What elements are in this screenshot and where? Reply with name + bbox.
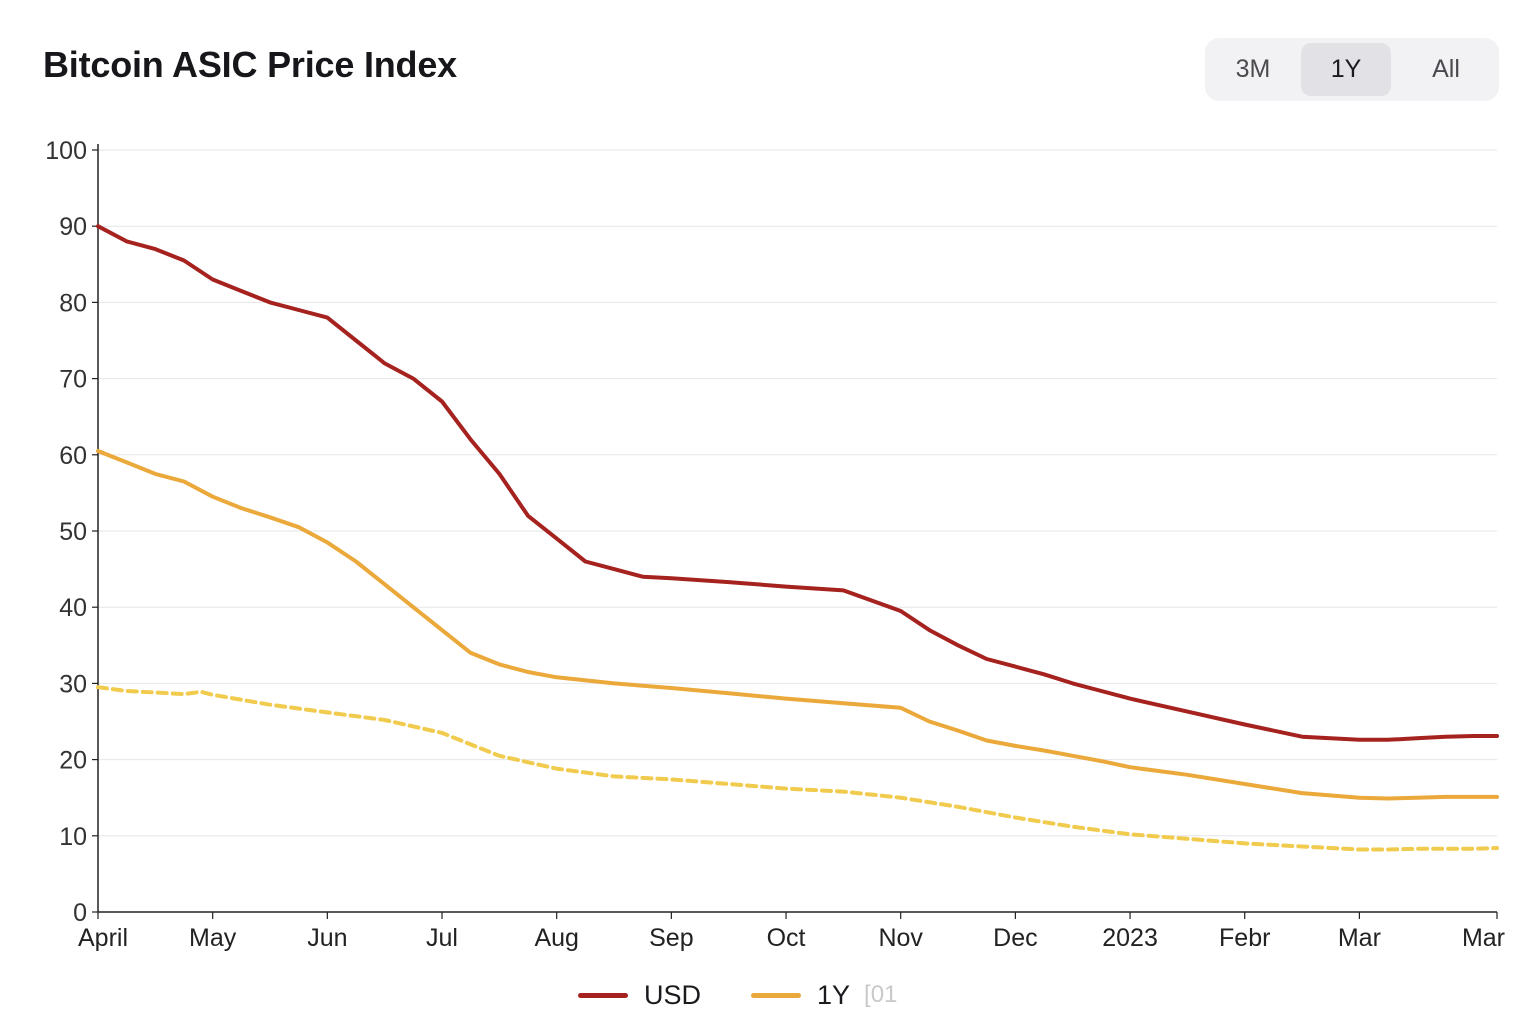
- series-line-1y: [96, 449, 1499, 801]
- x-tick-label: Mar: [1462, 924, 1505, 952]
- legend-label-usd: USD: [644, 979, 702, 1010]
- range-selector: 3M 1Y All: [1205, 38, 1499, 101]
- y-tick-label: 80: [59, 289, 87, 317]
- legend-swatch-1y: [751, 992, 801, 998]
- range-1y-button[interactable]: 1Y: [1301, 43, 1391, 96]
- y-tick-label: 90: [59, 213, 87, 241]
- x-tick-label: Febr: [1219, 924, 1270, 952]
- y-tick-label: 40: [59, 594, 87, 622]
- y-tick-label: 60: [59, 442, 87, 470]
- y-tick-label: 100: [45, 137, 87, 165]
- series-line-dashed-baseline: [96, 685, 1499, 852]
- series-line-usd: [96, 224, 1499, 742]
- x-axis-ticks: April May Jun Jul Aug Sep Oct Nov Dec 2023 Febr Mar…: [78, 912, 1505, 952]
- chart-legend: USD 1Y [01: [0, 975, 1536, 1015]
- range-all-button[interactable]: All: [1432, 55, 1460, 83]
- chart-axes: [97, 144, 1497, 913]
- x-tick-label: May: [189, 924, 237, 952]
- range-3m-button[interactable]: 3M: [1235, 55, 1271, 83]
- y-tick-label: 50: [59, 518, 87, 546]
- x-tick-label: 2023: [1102, 924, 1158, 952]
- legend-item-usd[interactable]: USD: [578, 975, 701, 1015]
- x-tick-label: Oct: [767, 924, 806, 952]
- y-tick-label: 0: [73, 899, 87, 927]
- x-tick-label: April: [78, 924, 128, 952]
- legend-label-1y: 1Y: [817, 979, 851, 1010]
- legend-item-1y[interactable]: 1Y [01: [751, 975, 897, 1015]
- x-tick-label: Sep: [649, 924, 693, 952]
- line-chart: 0 10 20 30 40 50 60 70 80 90 100 April May Jun Jul Aug…: [45, 137, 1505, 952]
- legend-extra-text: [01: [864, 981, 898, 1008]
- y-axis-ticks: 0 10 20 30 40 50 60 70 80 90 100: [45, 137, 98, 927]
- y-tick-label: 70: [59, 366, 87, 394]
- x-tick-label: Dec: [993, 924, 1037, 952]
- x-tick-label: Jul: [426, 924, 458, 952]
- x-tick-label: Jun: [307, 924, 347, 952]
- y-tick-label: 10: [59, 823, 87, 851]
- legend-swatch-usd: [578, 992, 628, 998]
- x-tick-label: Aug: [534, 924, 578, 952]
- series-lines: [96, 224, 1499, 852]
- x-tick-label: Mar: [1338, 924, 1381, 952]
- page-title: Bitcoin ASIC Price Index: [43, 44, 457, 85]
- grid-lines: [98, 149, 1497, 837]
- y-tick-label: 20: [59, 747, 87, 775]
- x-tick-label: Nov: [878, 924, 923, 952]
- y-tick-label: 30: [59, 670, 87, 698]
